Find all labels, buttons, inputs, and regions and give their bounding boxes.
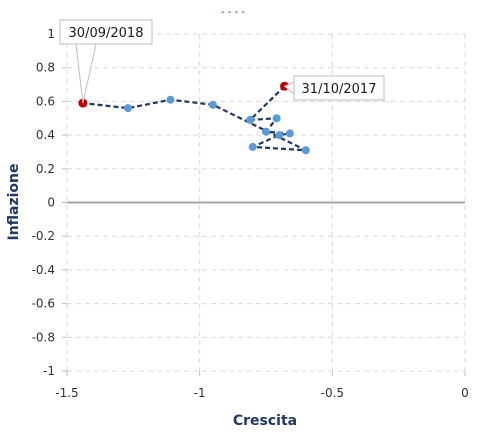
x-tick-labels: -1.5 -1 -0.5 0 (55, 371, 469, 400)
data-point (272, 114, 281, 123)
callout: 31/10/2017 (283, 75, 385, 101)
y-tick-label: -0.6 (32, 297, 55, 311)
data-point (124, 104, 133, 113)
data-point (285, 129, 294, 138)
callout-label: 30/09/2018 (69, 26, 144, 41)
x-tick-label: -1.5 (55, 386, 78, 400)
callouts: 31/10/2017 30/09/2018 (59, 19, 385, 104)
chart-title: - - - - (221, 7, 245, 18)
callout-box (293, 75, 385, 101)
callout: 30/09/2018 (59, 19, 153, 104)
y-tick-label: 0.4 (36, 128, 55, 142)
y-tick-labels: 1 0.8 0.6 0.4 0.2 0 -0.2 -0.4 -0.6 -0.8 -1 (32, 27, 67, 378)
data-point (248, 142, 257, 151)
y-tick-label: -0.2 (32, 229, 55, 243)
series-line (82, 85, 307, 152)
data-point (208, 100, 217, 109)
data-point (275, 131, 284, 140)
data-point (166, 95, 175, 104)
x-tick-label: -0.5 (321, 386, 344, 400)
y-tick-label: -0.8 (32, 330, 55, 344)
data-point (246, 115, 255, 124)
y-axis-label: Inflazione (6, 163, 22, 240)
callout-box (59, 19, 153, 45)
x-tick-label: 0 (461, 386, 469, 400)
grid (66, 33, 466, 372)
callout-leader (75, 43, 97, 104)
x-axis-label: Crescita (233, 413, 297, 429)
y-tick-label: -0.4 (32, 263, 55, 277)
y-tick-label: 0.8 (36, 61, 55, 75)
data-point (301, 146, 310, 155)
series (78, 81, 310, 155)
data-point (262, 127, 270, 136)
x-tick-label: -1 (194, 386, 206, 400)
y-tick-label: -1 (43, 364, 55, 378)
y-tick-label: 0.6 (36, 94, 55, 108)
callout-label: 31/10/2017 (302, 82, 377, 97)
y-tick-label: 0.2 (36, 162, 55, 176)
y-tick-label: 1 (47, 27, 55, 41)
y-tick-label: 0 (47, 196, 55, 210)
